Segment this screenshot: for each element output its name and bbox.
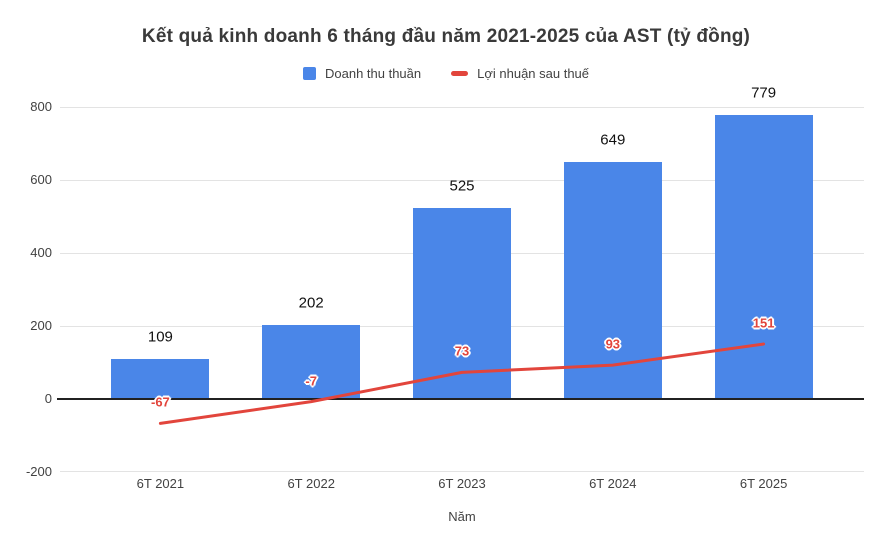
x-axis-title: Năm — [448, 509, 476, 524]
y-tick-label: 200 — [30, 318, 52, 334]
legend-dash-icon — [451, 71, 469, 76]
category-label: 6T 2023 — [438, 476, 486, 491]
legend-label-profit: Lợi nhuận sau thuế — [477, 66, 590, 81]
profit-point-value: -7 — [305, 373, 317, 389]
chart-title: Kết quả kinh doanh 6 tháng đầu năm 2021-… — [141, 26, 751, 47]
revenue-bar[interactable] — [262, 325, 361, 399]
revenue-bar-value: 649 — [600, 131, 626, 149]
zero-axis-line — [57, 398, 864, 400]
gridline — [60, 471, 864, 473]
revenue-bar-value: 525 — [449, 177, 475, 195]
chart-legend: Doanh thu thuần Lợi nhuận sau thuế — [0, 66, 892, 81]
revenue-bar-value: 202 — [298, 294, 324, 312]
profit-point-value: 151 — [752, 315, 775, 331]
category-label: 6T 2021 — [136, 476, 185, 491]
gridline — [60, 106, 864, 108]
profit-line[interactable] — [158, 342, 766, 425]
legend-square-icon — [302, 67, 316, 80]
legend-label-revenue: Doanh thu thuần — [324, 66, 422, 81]
revenue-bar[interactable] — [111, 359, 210, 399]
revenue-bar-value: 779 — [751, 84, 777, 102]
y-tick-label: 0 — [44, 391, 52, 406]
revenue-bar-value: 109 — [147, 328, 173, 346]
legend-item-revenue[interactable]: Doanh thu thuần — [302, 66, 422, 81]
revenue-bar[interactable] — [714, 115, 813, 399]
category-label: 6T 2022 — [287, 476, 335, 491]
y-tick-label: -200 — [25, 463, 52, 479]
category-label: 6T 2025 — [739, 476, 788, 491]
profit-point-value: 73 — [454, 343, 470, 359]
revenue-bar[interactable] — [413, 207, 511, 399]
revenue-bar[interactable] — [563, 162, 662, 399]
legend-item-profit[interactable]: Lợi nhuận sau thuế — [451, 66, 589, 81]
category-label: 6T 2024 — [589, 476, 637, 491]
y-tick-label: 400 — [30, 245, 52, 261]
profit-point-value: 93 — [605, 336, 621, 352]
y-tick-label: 800 — [30, 99, 52, 115]
profit-point-value: -67 — [150, 394, 170, 410]
y-tick-label: 600 — [30, 172, 52, 188]
gridline — [60, 179, 864, 181]
